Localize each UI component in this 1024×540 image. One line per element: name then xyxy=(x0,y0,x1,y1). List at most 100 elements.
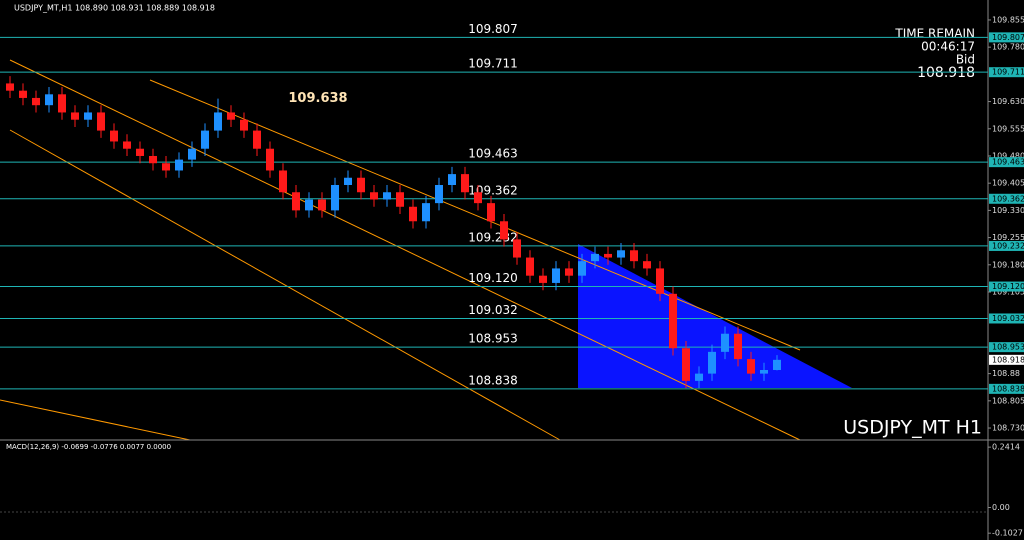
candle-body xyxy=(513,239,521,258)
candle-body xyxy=(357,177,365,193)
candle-body xyxy=(695,373,703,381)
candle-body xyxy=(591,253,599,262)
level-axis-box xyxy=(989,193,1024,204)
level-axis-box xyxy=(989,240,1024,251)
candle-body xyxy=(526,257,534,276)
y-tick-label: 109.855 xyxy=(992,15,1024,24)
y-tick-label: 108.730 xyxy=(992,424,1024,433)
candle-body xyxy=(604,253,612,258)
candle-body xyxy=(370,192,378,200)
level-axis-label: 109.711 xyxy=(992,68,1024,77)
candle-body xyxy=(448,174,456,185)
candle-body xyxy=(539,275,547,283)
y-tick-label: 108.805 xyxy=(992,396,1024,405)
y-tick-label: 109.180 xyxy=(992,260,1024,269)
candle-body xyxy=(734,333,742,360)
channel-line xyxy=(0,399,191,441)
candle-body xyxy=(461,174,469,193)
level-label: 109.463 xyxy=(468,147,518,161)
macd-tick-label: 0.00 xyxy=(992,503,1010,512)
macd-tick-label: -0.1027 xyxy=(992,529,1023,538)
candle-body xyxy=(773,359,781,370)
level-axis-label: 109.232 xyxy=(992,241,1024,250)
candle-body xyxy=(643,261,651,269)
level-axis-box xyxy=(989,313,1024,324)
y-tick-label: 108.88 xyxy=(992,369,1020,378)
candle-body xyxy=(435,184,443,204)
candle-body xyxy=(240,119,248,131)
candle-body xyxy=(487,203,495,222)
y-tick-label: 109.255 xyxy=(992,233,1024,242)
triangle-drawing xyxy=(578,244,852,388)
level-label: 109.807 xyxy=(468,22,518,36)
candle-body xyxy=(292,192,300,211)
candle-body xyxy=(500,221,508,240)
candle-body xyxy=(474,192,482,204)
candle-body xyxy=(578,261,586,276)
y-tick-label: 109.630 xyxy=(992,97,1024,106)
candle-body xyxy=(214,112,222,131)
level-axis-box xyxy=(989,157,1024,168)
candle-body xyxy=(123,141,131,149)
candle-body xyxy=(19,90,27,98)
y-tick-label: 109.555 xyxy=(992,124,1024,133)
bid-label: 108.918 xyxy=(992,355,1024,364)
candle-body xyxy=(58,94,66,113)
y-tick-label: 109.780 xyxy=(992,43,1024,52)
candle-body xyxy=(318,199,326,211)
candle-body xyxy=(409,206,417,222)
info-line: TIME REMAIN xyxy=(894,27,975,41)
level-label: 109.711 xyxy=(468,57,518,71)
candle-body xyxy=(721,333,729,352)
candle-body xyxy=(227,112,235,120)
level-axis-box xyxy=(989,342,1024,353)
level-axis-label: 108.953 xyxy=(992,343,1024,352)
candle-body xyxy=(32,97,40,106)
info-line: Bid xyxy=(956,53,975,67)
candle-body xyxy=(305,199,313,211)
high-label: 109.638 xyxy=(288,91,347,106)
level-axis-label: 108.838 xyxy=(992,384,1024,393)
candle-body xyxy=(383,192,391,200)
level-axis-label: 109.463 xyxy=(992,158,1024,167)
bid-box xyxy=(989,354,1024,365)
candle-body xyxy=(136,148,144,156)
candle-body xyxy=(175,159,183,171)
candle-body xyxy=(656,268,664,294)
candle-body xyxy=(266,148,274,171)
candle-body xyxy=(149,155,157,164)
candle-body xyxy=(669,293,677,349)
y-tick-label: 109.330 xyxy=(992,206,1024,215)
candle-body xyxy=(110,130,118,142)
level-axis-label: 109.032 xyxy=(992,314,1024,323)
candle-body xyxy=(747,359,755,374)
macd-tick-label: 0.2414 xyxy=(992,443,1020,452)
level-axis-label: 109.807 xyxy=(992,33,1024,42)
candle-body xyxy=(45,94,53,106)
candle-body xyxy=(6,83,14,91)
info-line: 00:46:17 xyxy=(921,40,975,54)
channel-line xyxy=(9,129,561,441)
level-axis-box xyxy=(989,67,1024,78)
channel-line xyxy=(9,59,801,441)
candle-body xyxy=(97,112,105,131)
candle-body xyxy=(253,130,261,149)
candle-body xyxy=(201,130,209,149)
candle-body xyxy=(422,203,430,222)
candle-body xyxy=(565,268,573,276)
candle-body xyxy=(84,112,92,120)
info-line: 108.918 xyxy=(917,65,975,81)
level-label: 109.032 xyxy=(468,303,518,317)
candle-body xyxy=(71,112,79,120)
y-tick-label: 109.405 xyxy=(992,179,1024,188)
level-label: 108.838 xyxy=(468,373,518,387)
candle-body xyxy=(344,177,352,185)
candle-body xyxy=(396,192,404,207)
macd-label: MACD(12,26,9) -0.0699 -0.0776 0.0077 0.0… xyxy=(6,443,171,451)
candle-body xyxy=(682,348,690,381)
level-axis-box xyxy=(989,281,1024,292)
level-axis-box xyxy=(989,32,1024,43)
candle-body xyxy=(331,184,339,211)
candle-body xyxy=(617,250,625,258)
